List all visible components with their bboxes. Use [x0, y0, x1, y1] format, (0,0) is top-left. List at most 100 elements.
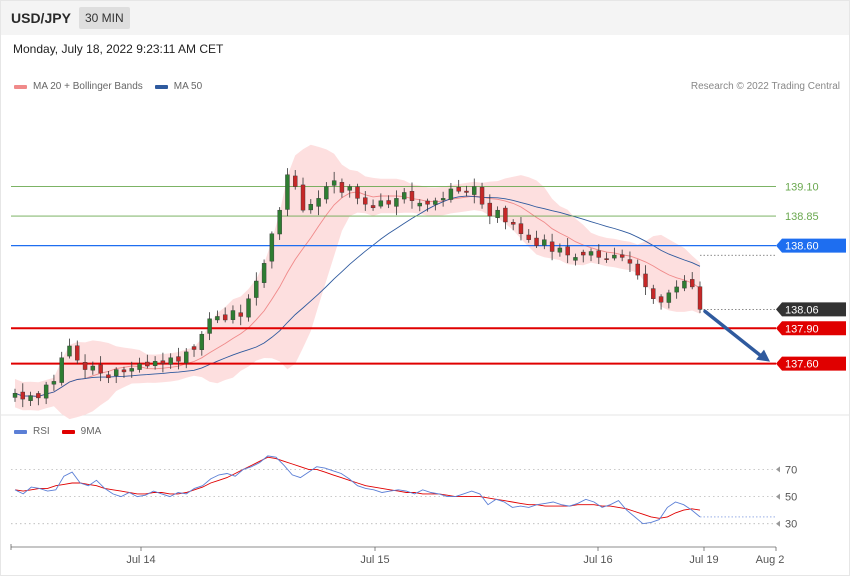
legend-swatch-ma50: [154, 84, 168, 89]
x-tick-label-jul-16: Jul 16: [583, 554, 612, 566]
candle-body: [184, 351, 189, 364]
level-label-text: 138.60: [785, 241, 819, 253]
candle-body: [690, 279, 695, 288]
candle-body: [448, 188, 454, 200]
candle-body: [433, 200, 438, 205]
candle-body: [355, 186, 360, 199]
candle-body: [394, 198, 399, 207]
legend-label-rsi: RSI: [33, 426, 50, 437]
candle-body: [526, 234, 531, 240]
legend-label-ma50: MA 50: [173, 81, 203, 92]
candle-body: [417, 202, 422, 207]
candle-body: [300, 184, 306, 211]
timeframe-badge[interactable]: 30 MIN: [79, 7, 130, 29]
level-label-138-85: 138.85: [785, 211, 819, 223]
candle-body: [246, 298, 251, 318]
candle-body: [191, 346, 197, 350]
x-tick-label-jul-19: Jul 19: [689, 554, 718, 566]
candle-body: [82, 362, 88, 370]
legend-item-9ma: 9MA: [61, 426, 102, 437]
candle-body: [386, 200, 391, 205]
candle-body: [59, 357, 64, 383]
candle-body: [36, 393, 41, 399]
legend-label-ma20: MA 20 + Bollinger Bands: [33, 81, 143, 92]
candle-body: [518, 223, 524, 234]
candle-body: [113, 369, 119, 376]
candle-body: [440, 198, 446, 201]
candle-body: [581, 251, 586, 256]
candle-body: [261, 263, 267, 283]
candle-body: [596, 250, 602, 258]
level-label-box: [776, 302, 846, 317]
legend-swatch-ma20: [14, 84, 27, 89]
candle-body: [635, 263, 640, 276]
candle-body: [510, 222, 516, 225]
candle-body: [75, 345, 80, 361]
rsi-line: [14, 455, 701, 525]
candle-body: [472, 186, 477, 195]
legend-label-9ma: 9MA: [80, 426, 102, 437]
legend-item-ma20: MA 20 + Bollinger Bands: [14, 81, 143, 92]
candle-body: [137, 363, 142, 370]
candle-body: [106, 374, 111, 379]
rsi-level-marker: [776, 466, 780, 473]
candle-body: [20, 391, 25, 400]
rsi-9ma-line: [14, 456, 701, 519]
rsi-level-marker: [776, 493, 780, 500]
rsi-level-label-30: 30: [785, 519, 797, 531]
candle-body: [456, 187, 461, 192]
legend-swatch-9ma: [61, 429, 75, 434]
candle-body: [666, 292, 672, 303]
candle-body: [269, 233, 275, 262]
candle-body: [534, 237, 539, 246]
candle-body: [199, 333, 205, 350]
level-label-text: 137.60: [785, 359, 819, 371]
level-label-138-60: 138.60: [776, 238, 846, 253]
candle-body: [43, 384, 49, 399]
candle-body: [331, 180, 337, 186]
legend-item-rsi: RSI: [14, 426, 50, 437]
candle-body: [370, 205, 376, 209]
candle-body: [238, 312, 243, 317]
candle-body: [160, 360, 166, 364]
x-tick-label-aug-2: Aug 2: [756, 554, 785, 566]
credit-text: Research © 2022 Trading Central: [690, 81, 840, 92]
rsi-legend: RSI 9MA: [14, 426, 113, 437]
candle-body: [378, 200, 384, 207]
candle-body: [409, 191, 415, 201]
level-label-137-60: 137.60: [776, 356, 846, 371]
candle-body: [347, 186, 352, 191]
candle-body: [402, 192, 407, 200]
candle-body: [98, 364, 103, 374]
candle-body: [145, 361, 150, 367]
candle-body: [363, 197, 368, 205]
level-label-139-10: 139.10: [785, 182, 819, 194]
candle-body: [152, 361, 158, 366]
level-label-box: [776, 238, 846, 253]
candle-body: [285, 174, 290, 210]
candle-body: [619, 254, 625, 258]
candle-body: [293, 175, 298, 187]
candle-body: [67, 345, 72, 357]
level-label-text: 138.06: [785, 304, 819, 316]
level-label-137-90: 137.90: [776, 321, 846, 336]
candle-body: [565, 246, 570, 256]
candle-body: [573, 257, 578, 261]
candle-body: [674, 286, 679, 293]
candle-body: [479, 187, 485, 205]
timestamp: Monday, July 18, 2022 9:23:11 AM CET: [13, 42, 224, 56]
candle-body: [557, 247, 563, 253]
candle-body: [121, 369, 127, 373]
legend-swatch-rsi: [14, 429, 27, 434]
candle-body: [254, 280, 259, 298]
candle-body: [277, 209, 282, 235]
candle-body: [168, 357, 173, 365]
candle-body: [51, 381, 57, 385]
rsi-level-marker: [776, 520, 780, 527]
level-label-text: 138.85: [785, 211, 819, 223]
x-tick-label-jul-15: Jul 15: [360, 554, 389, 566]
candle-body: [308, 204, 313, 211]
candle-body: [12, 392, 18, 398]
candle-body: [324, 186, 329, 200]
